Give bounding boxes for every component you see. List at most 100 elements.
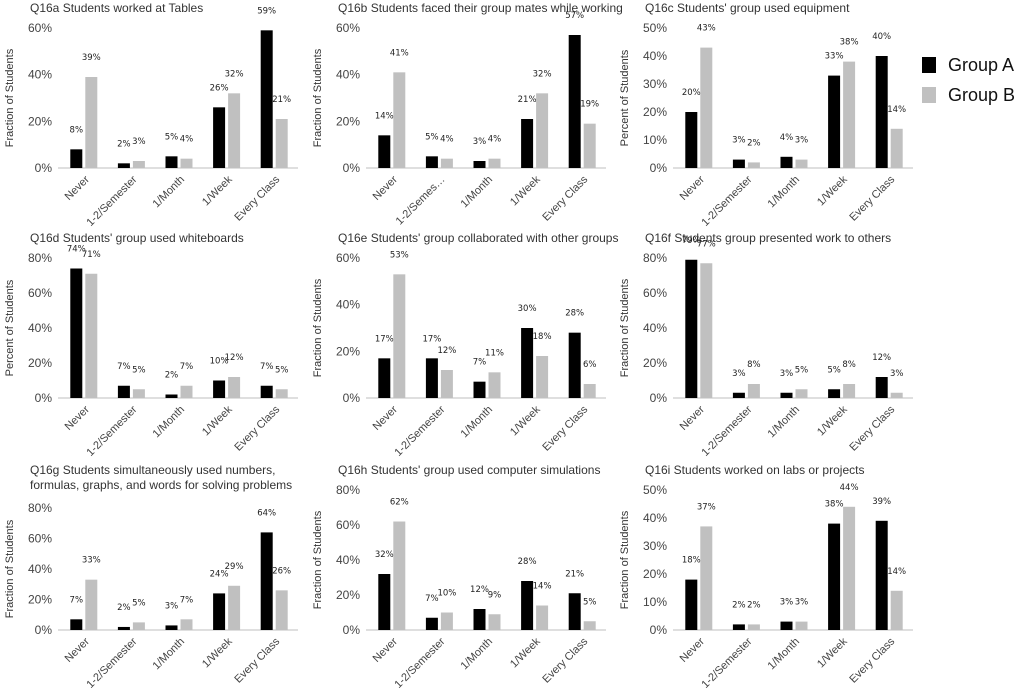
category-label: 1/Week bbox=[815, 173, 850, 208]
data-label-group-b: 38% bbox=[840, 38, 859, 48]
bar-group-a bbox=[378, 135, 391, 168]
category-label: 1/Month bbox=[766, 174, 803, 211]
data-label-group-a: 4% bbox=[780, 133, 794, 143]
data-label-group-b: 32% bbox=[533, 69, 552, 79]
y-axis-label: Fraction of Students bbox=[312, 278, 324, 377]
y-tick-label: 20% bbox=[336, 114, 360, 128]
data-label-group-b: 62% bbox=[390, 498, 409, 508]
legend-swatch-group-b bbox=[922, 87, 936, 103]
data-label-group-a: 30% bbox=[518, 304, 537, 314]
category-label: 1-2/Semester bbox=[699, 173, 754, 228]
category-label: Every Class bbox=[232, 173, 282, 223]
category-label: 1/Week bbox=[815, 635, 850, 670]
bar-group-b bbox=[228, 585, 241, 630]
data-label-group-b: 29% bbox=[225, 562, 244, 572]
y-tick-label: 80% bbox=[336, 483, 360, 497]
category-label: 1/Week bbox=[200, 635, 235, 670]
y-axis-label: Fraction of Students bbox=[619, 278, 631, 377]
bar-group-a bbox=[70, 268, 83, 398]
category-label: 1/Month bbox=[151, 404, 188, 441]
legend-item-group-a: Group A bbox=[922, 50, 1022, 80]
y-axis-label: Fraction of Students bbox=[4, 519, 16, 618]
data-label-group-b: 3% bbox=[795, 136, 809, 146]
data-label-group-a: 17% bbox=[375, 334, 394, 344]
data-label-group-b: 7% bbox=[180, 362, 194, 372]
category-label: 1/Month bbox=[459, 636, 496, 673]
category-label: 1-2/Semester bbox=[84, 173, 139, 228]
bar-group-a bbox=[732, 392, 745, 398]
bar-group-b bbox=[700, 47, 713, 168]
bar-group-a bbox=[425, 358, 438, 398]
data-label-group-b: 4% bbox=[180, 135, 194, 145]
bar-group-b bbox=[275, 119, 288, 168]
data-label-group-b: 53% bbox=[390, 250, 409, 260]
bar-group-a bbox=[425, 617, 438, 630]
chart-panel: Q16c Students' group used equipment Perce… bbox=[615, 0, 925, 229]
data-label-group-a: 3% bbox=[780, 369, 794, 379]
category-label: 1/Month bbox=[459, 174, 496, 211]
y-tick-label: 60% bbox=[336, 21, 360, 35]
legend: Group A Group B bbox=[922, 50, 1022, 110]
y-tick-label: 10% bbox=[643, 595, 667, 609]
category-label: Never bbox=[678, 635, 707, 664]
bar-group-a bbox=[117, 385, 130, 398]
chart-title: Q16h Students' group used computer simul… bbox=[338, 463, 600, 477]
data-label-group-b: 5% bbox=[795, 365, 809, 375]
category-label: Every Class bbox=[847, 635, 897, 685]
data-label-group-b: 10% bbox=[437, 589, 456, 599]
category-label: 1/Week bbox=[200, 403, 235, 438]
chart-svg: Q16e Students' group collaborated with o… bbox=[312, 231, 618, 459]
y-tick-label: 0% bbox=[35, 391, 53, 405]
chart-svg: Q16g Students simultaneously used number… bbox=[4, 463, 298, 688]
data-label-group-a: 64% bbox=[257, 508, 276, 518]
bar-group-a bbox=[117, 163, 130, 168]
data-label-group-b: 3% bbox=[132, 137, 146, 147]
category-label: 1-2/Semester bbox=[699, 403, 754, 458]
y-tick-label: 40% bbox=[643, 511, 667, 525]
bar-group-a bbox=[165, 156, 178, 168]
bar-group-a bbox=[260, 30, 273, 169]
data-label-group-a: 14% bbox=[375, 111, 394, 121]
data-label-group-b: 7% bbox=[180, 595, 194, 605]
data-label-group-b: 12% bbox=[437, 346, 456, 356]
category-label: Every Class bbox=[540, 173, 590, 223]
category-label: Every Class bbox=[540, 635, 590, 685]
bar-group-b bbox=[132, 161, 145, 168]
y-tick-label: 80% bbox=[28, 501, 52, 515]
data-label-group-b: 4% bbox=[488, 135, 502, 145]
legend-swatch-group-a bbox=[922, 57, 936, 73]
data-label-group-b: 41% bbox=[390, 48, 409, 58]
bar-group-a bbox=[117, 626, 130, 630]
y-tick-label: 0% bbox=[343, 391, 361, 405]
bar-group-a bbox=[568, 593, 581, 630]
data-label-group-b: 39% bbox=[82, 53, 101, 63]
bar-group-a bbox=[875, 56, 888, 168]
y-tick-label: 0% bbox=[343, 161, 361, 175]
category-label: Every Class bbox=[540, 403, 590, 453]
data-label-group-a: 21% bbox=[518, 95, 537, 105]
category-label: Never bbox=[63, 635, 92, 664]
bar-group-a bbox=[828, 389, 841, 398]
data-label-group-a: 7% bbox=[425, 594, 439, 604]
data-label-group-a: 40% bbox=[872, 32, 891, 42]
category-label: Never bbox=[371, 173, 400, 202]
bar-group-a bbox=[378, 574, 391, 630]
bar-group-b bbox=[488, 158, 501, 168]
category-label: 1/Week bbox=[508, 173, 543, 208]
chart-panel: Q16i Students worked on labs or projects… bbox=[615, 462, 925, 688]
data-label-group-b: 14% bbox=[887, 567, 906, 577]
bar-group-a bbox=[828, 523, 841, 630]
bar-group-a bbox=[780, 156, 793, 168]
bar-group-a bbox=[378, 358, 391, 398]
data-label-group-b: 26% bbox=[272, 566, 291, 576]
chart-svg: Q16b Students faced their group mates wh… bbox=[312, 1, 623, 228]
bar-group-b bbox=[747, 162, 760, 168]
data-label-group-a: 5% bbox=[165, 132, 179, 142]
y-tick-label: 40% bbox=[336, 298, 360, 312]
y-tick-label: 80% bbox=[28, 251, 52, 265]
bar-group-b bbox=[393, 72, 406, 168]
y-tick-label: 0% bbox=[343, 623, 361, 637]
data-label-group-b: 71% bbox=[82, 250, 101, 260]
category-label: Every Class bbox=[847, 173, 897, 223]
